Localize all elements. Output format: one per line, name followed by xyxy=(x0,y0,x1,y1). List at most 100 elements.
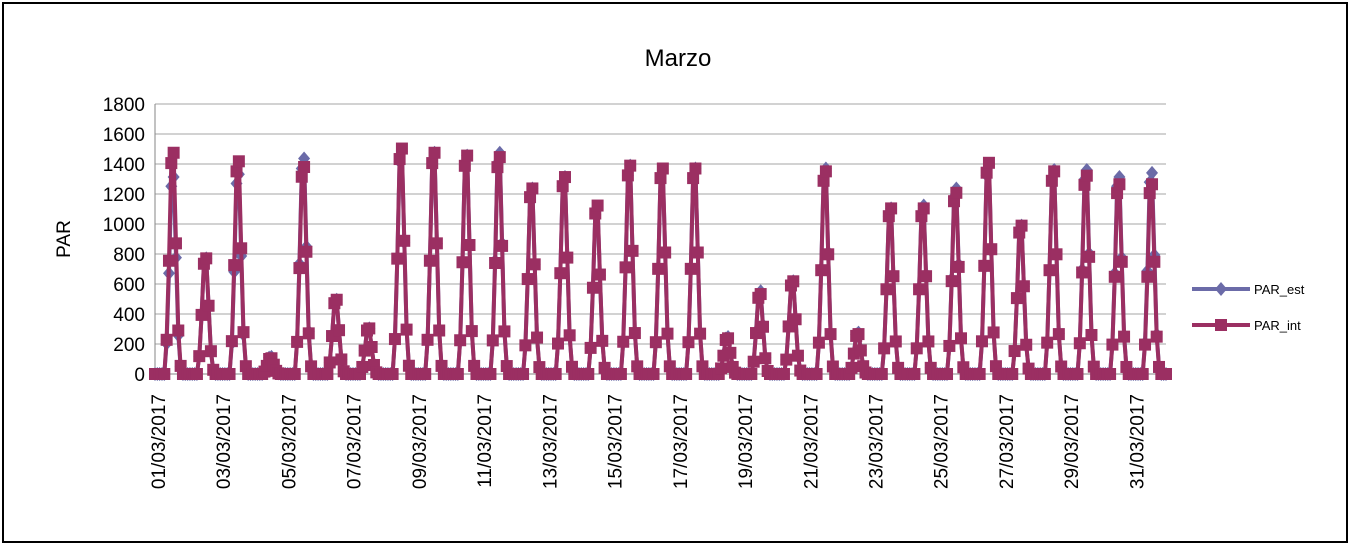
x-tick-label: 23/03/2017 xyxy=(866,394,887,489)
data-point xyxy=(647,368,660,380)
data-point xyxy=(465,325,478,338)
data-point xyxy=(363,322,376,335)
data-point xyxy=(1017,280,1030,293)
x-tick-label: 31/03/2017 xyxy=(1127,394,1148,489)
data-point xyxy=(659,246,672,259)
data-point xyxy=(656,162,669,175)
data-point xyxy=(321,368,334,380)
data-point xyxy=(973,368,986,380)
data-point xyxy=(489,257,502,269)
data-point xyxy=(291,335,304,348)
x-tick-label: 01/03/2017 xyxy=(149,394,170,489)
data-point xyxy=(759,352,772,365)
y-tick-label: 1800 xyxy=(103,95,145,116)
x-tick-label: 19/03/2017 xyxy=(736,394,757,489)
series-PAR_int xyxy=(149,142,1172,380)
data-point xyxy=(584,341,597,354)
data-point xyxy=(1104,368,1117,380)
data-point xyxy=(908,368,921,380)
x-tick-label: 13/03/2017 xyxy=(540,394,561,489)
data-point xyxy=(715,362,728,375)
data-point xyxy=(1038,368,1051,380)
data-point xyxy=(875,368,888,380)
x-tick-label: 07/03/2017 xyxy=(345,394,366,489)
data-point xyxy=(225,335,238,348)
x-tick-label: 15/03/2017 xyxy=(606,394,627,489)
data-point xyxy=(787,275,800,288)
data-point xyxy=(531,331,544,344)
data-point xyxy=(1115,255,1128,268)
data-point xyxy=(887,270,900,283)
data-point xyxy=(204,345,217,358)
data-point xyxy=(395,142,408,155)
data-point xyxy=(419,368,432,380)
data-point xyxy=(549,368,562,380)
series-layer xyxy=(149,142,1172,381)
data-point xyxy=(454,334,467,347)
x-tick-labels: 01/03/2017 03/03/2017 05/03/2017 07/03/2017… xyxy=(149,394,1148,489)
data-point xyxy=(1071,368,1084,380)
data-point xyxy=(617,335,630,348)
data-point xyxy=(1015,219,1028,232)
data-point xyxy=(288,368,301,380)
data-point xyxy=(365,341,378,353)
data-point xyxy=(1006,368,1019,380)
data-point xyxy=(165,157,178,170)
data-point xyxy=(920,270,933,283)
data-point xyxy=(1020,338,1033,351)
data-point xyxy=(423,254,436,267)
data-point xyxy=(295,170,308,183)
data-point xyxy=(621,169,634,182)
data-point xyxy=(845,361,858,374)
data-point xyxy=(687,172,700,185)
data-point xyxy=(235,242,248,255)
x-tick-label: 29/03/2017 xyxy=(1062,394,1083,489)
data-point xyxy=(232,155,245,168)
data-point xyxy=(552,337,565,350)
data-point xyxy=(461,149,474,162)
data-point xyxy=(428,146,441,159)
data-point xyxy=(556,180,569,193)
data-point xyxy=(463,239,476,251)
data-point xyxy=(493,151,506,164)
data-point xyxy=(1052,328,1065,341)
data-point xyxy=(200,252,213,265)
data-point xyxy=(1118,330,1131,343)
data-point xyxy=(982,156,995,169)
data-point xyxy=(815,264,828,277)
data-point xyxy=(162,254,175,267)
x-tick-label: 05/03/2017 xyxy=(279,394,300,489)
data-point xyxy=(554,267,567,280)
data-point xyxy=(496,239,509,252)
data-point xyxy=(458,159,471,172)
data-point xyxy=(978,259,991,272)
data-point xyxy=(628,327,641,340)
data-point xyxy=(228,259,241,272)
data-point xyxy=(335,353,348,366)
data-point xyxy=(1106,338,1119,351)
data-point xyxy=(302,327,315,340)
y-tick-label: 1600 xyxy=(103,125,145,146)
data-point xyxy=(819,165,832,178)
data-point xyxy=(777,368,790,380)
data-point xyxy=(1050,248,1063,261)
data-point xyxy=(1008,345,1021,358)
data-point xyxy=(1148,255,1161,268)
data-point xyxy=(889,335,902,348)
data-point xyxy=(528,258,541,271)
data-point xyxy=(160,333,173,346)
data-point xyxy=(852,328,865,341)
data-point xyxy=(333,324,346,337)
data-point xyxy=(1085,329,1098,341)
y-tick-label: 600 xyxy=(113,275,145,296)
x-tick-label: 21/03/2017 xyxy=(801,394,822,489)
data-point xyxy=(323,356,336,369)
legend-label: PAR_est xyxy=(1254,282,1305,297)
data-point xyxy=(386,368,399,380)
data-point xyxy=(822,248,835,261)
data-point xyxy=(878,342,891,355)
data-point xyxy=(237,326,250,339)
data-point xyxy=(230,165,243,178)
data-point xyxy=(591,199,604,212)
data-point xyxy=(649,336,662,349)
